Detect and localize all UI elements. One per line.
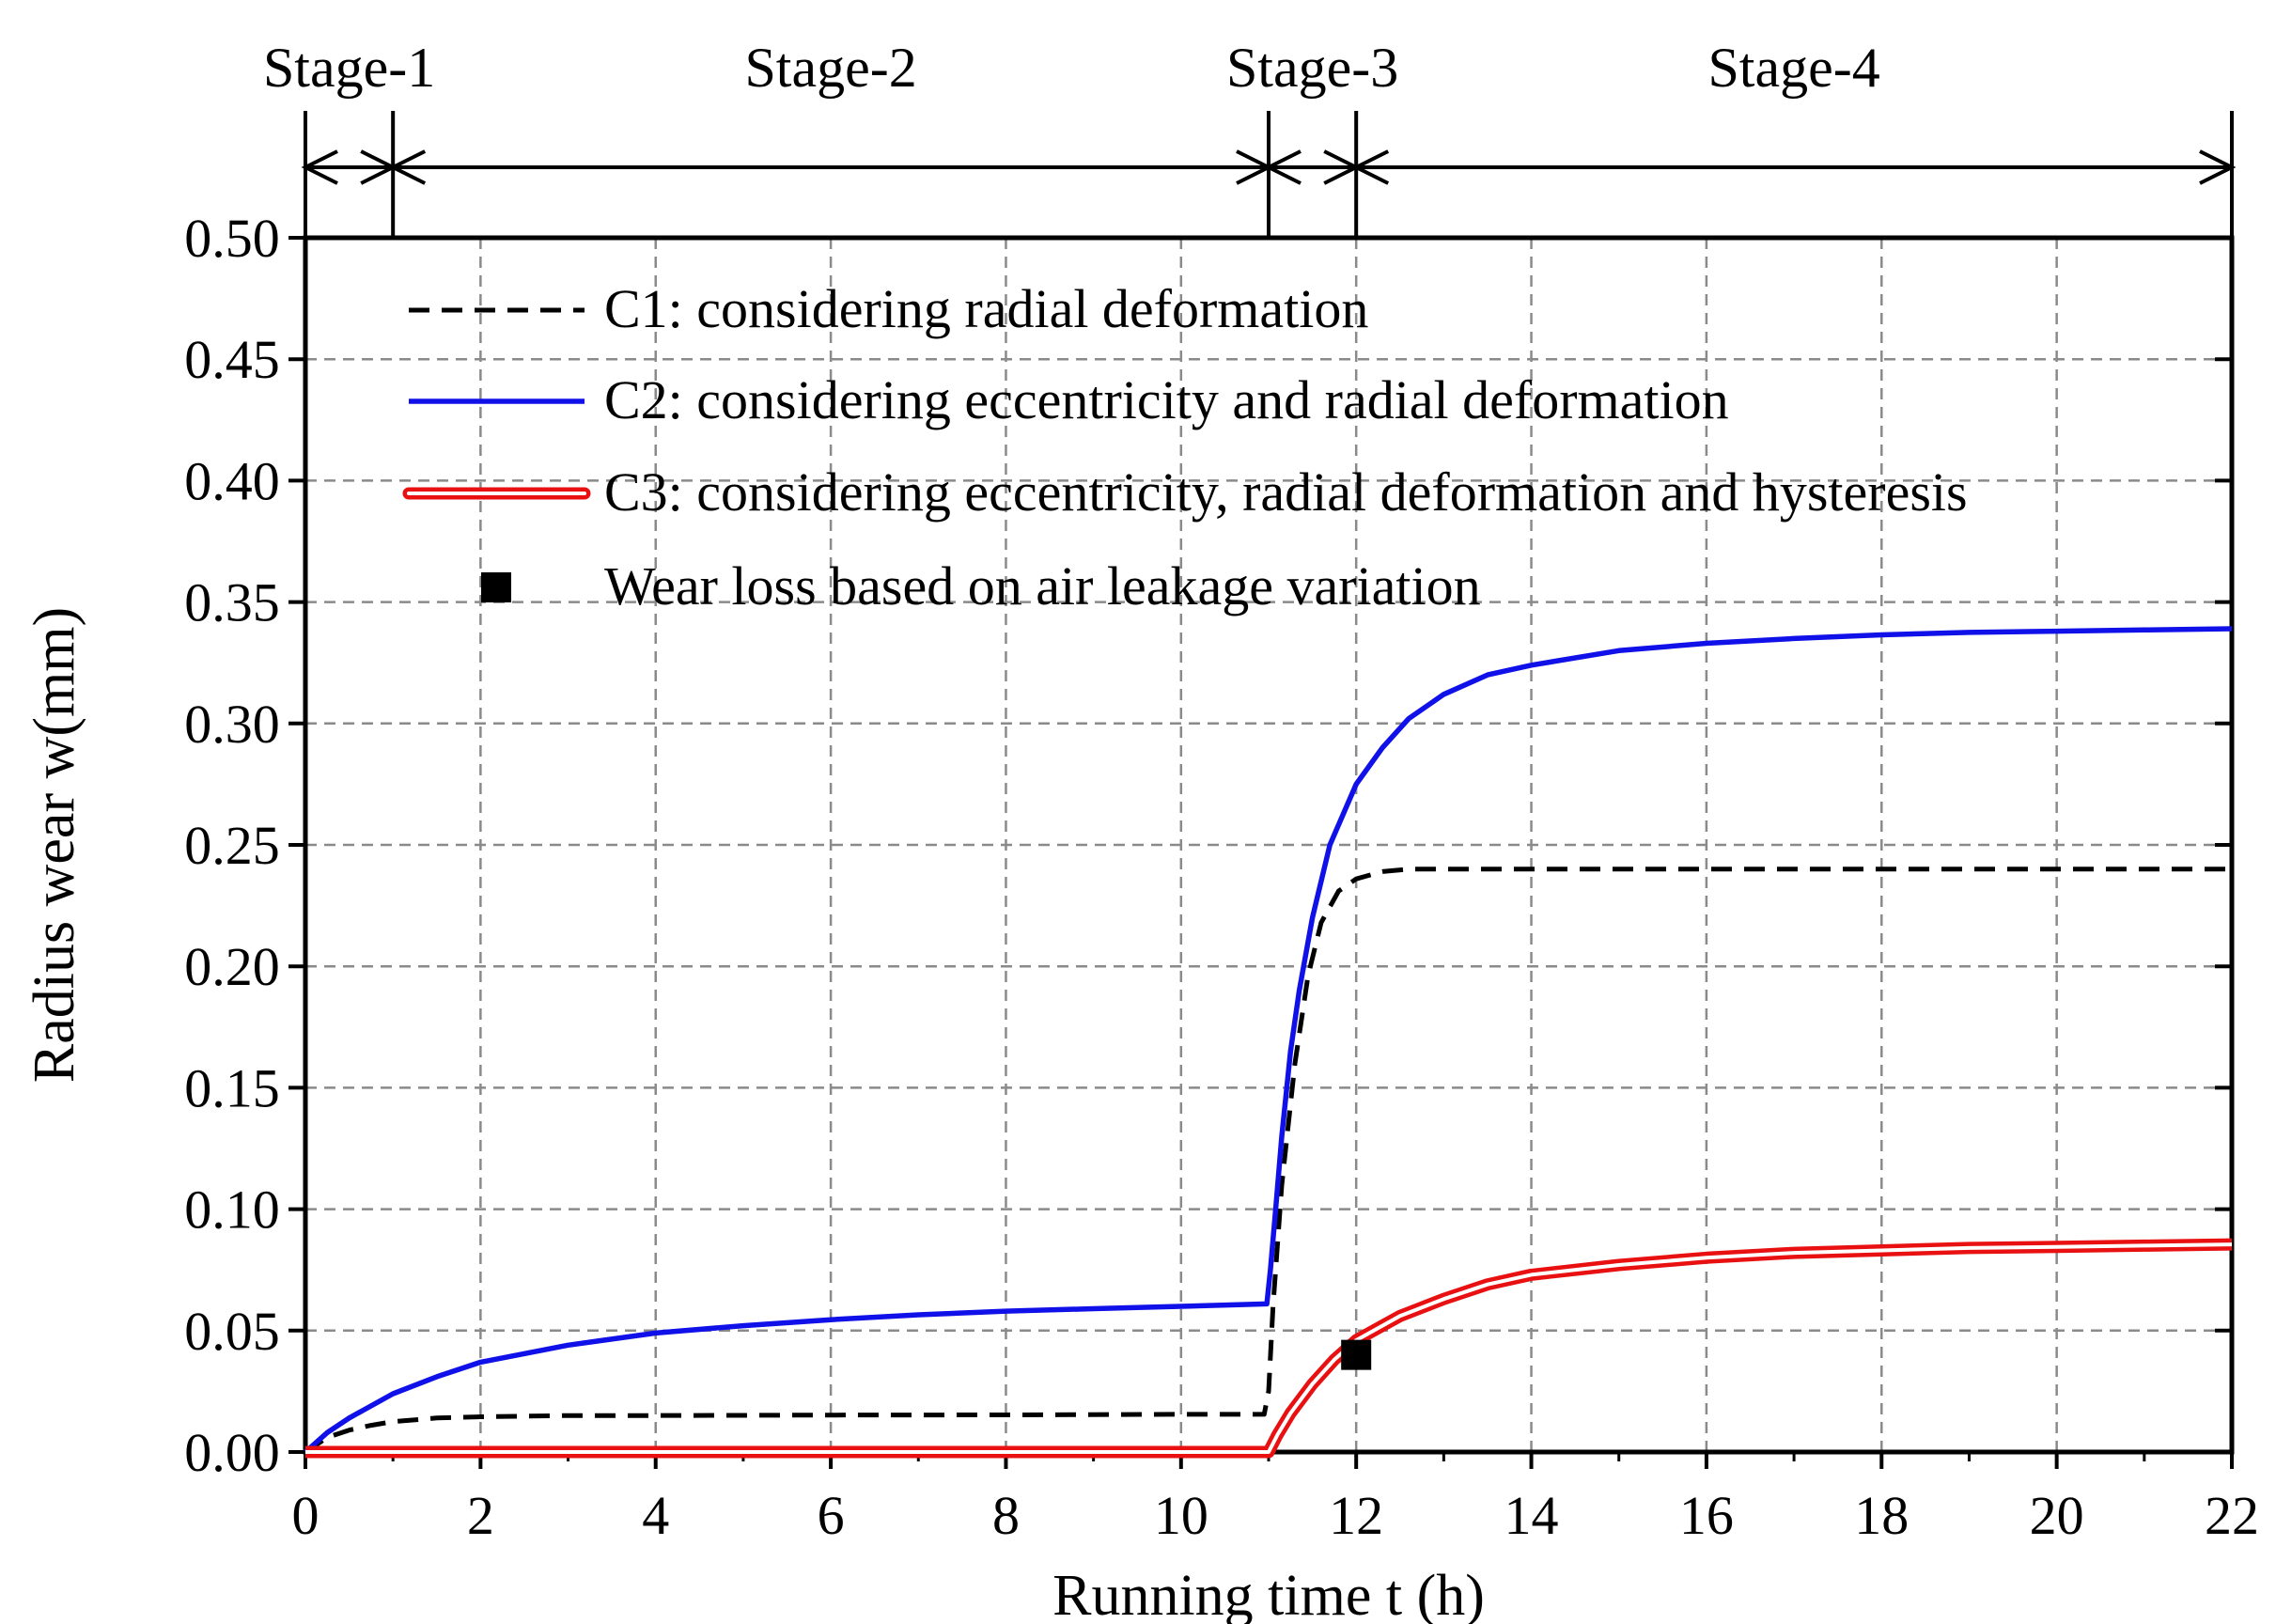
- x-tick-label: 10: [1154, 1485, 1208, 1546]
- legend-label-c1: C1: considering radial deformation: [604, 278, 1368, 339]
- grid-lines: [305, 238, 2232, 1452]
- y-tick-label: 0.40: [184, 450, 280, 511]
- x-tick-label: 4: [642, 1485, 669, 1546]
- stage-arrow-left-head: [301, 149, 338, 185]
- y-tick-label: 0.35: [184, 572, 280, 633]
- legend-label-c3: C3: considering eccentricity, radial def…: [604, 461, 1968, 523]
- x-tick-label: 22: [2205, 1485, 2259, 1546]
- x-tick-label: 2: [467, 1485, 494, 1546]
- x-tick-label: 20: [2030, 1485, 2084, 1546]
- series-line-c1: [304, 867, 2232, 1455]
- x-axis-title: Running time t (h): [1052, 1564, 1485, 1624]
- stage-arrow-left-head: [1351, 149, 1390, 185]
- stage-arrow-left-head: [1264, 149, 1302, 185]
- y-tick-label: 0.05: [184, 1301, 280, 1362]
- series-line-c2: [304, 626, 2233, 1455]
- x-tick-label: 8: [992, 1485, 1020, 1546]
- stage-arrow-right-head: [2199, 149, 2237, 185]
- series-lines: [304, 626, 2233, 1459]
- y-tick-label: 0.50: [184, 208, 280, 269]
- marker-air-leakage: [1341, 1339, 1372, 1370]
- y-tick-label: 0.15: [184, 1057, 280, 1118]
- x-tick-label: 6: [818, 1485, 845, 1546]
- x-tick-label: 14: [1504, 1485, 1559, 1546]
- y-tick-label: 0.00: [184, 1422, 280, 1483]
- stage-bar: Stage-1 Stage-2 Stage-3 Stage-4: [263, 37, 2237, 238]
- x-tick-label: 12: [1329, 1485, 1383, 1546]
- legend-label-marker: Wear loss based on air leakage variation: [604, 555, 1481, 617]
- y-tick-label: 0.10: [184, 1179, 280, 1241]
- x-tick-label: 16: [1679, 1485, 1734, 1546]
- legend-swatch-marker: [481, 572, 511, 602]
- data-markers: [1341, 1339, 1372, 1370]
- x-tick-label: 0: [292, 1485, 320, 1546]
- legend-label-c2: C2: considering eccentricity and radial …: [604, 369, 1729, 430]
- y-tick-label: 0.25: [184, 815, 280, 876]
- legend: C1: considering radial deformation C2: co…: [402, 278, 1968, 617]
- stage-arrow-left-head: [388, 149, 427, 185]
- y-tick-label: 0.30: [184, 694, 280, 755]
- y-tick-label: 0.20: [184, 936, 280, 997]
- stage-label: Stage-3: [1226, 37, 1398, 99]
- x-tick-label: 18: [1854, 1485, 1909, 1546]
- series-line-c3-inner: [305, 1242, 2233, 1454]
- stage-label: Stage-2: [744, 37, 916, 99]
- stage-label: Stage-1: [263, 37, 435, 99]
- y-axis-title: Radius wear w(mm): [23, 607, 86, 1083]
- y-tick-label: 0.45: [184, 329, 280, 390]
- stage-label: Stage-4: [1707, 37, 1879, 99]
